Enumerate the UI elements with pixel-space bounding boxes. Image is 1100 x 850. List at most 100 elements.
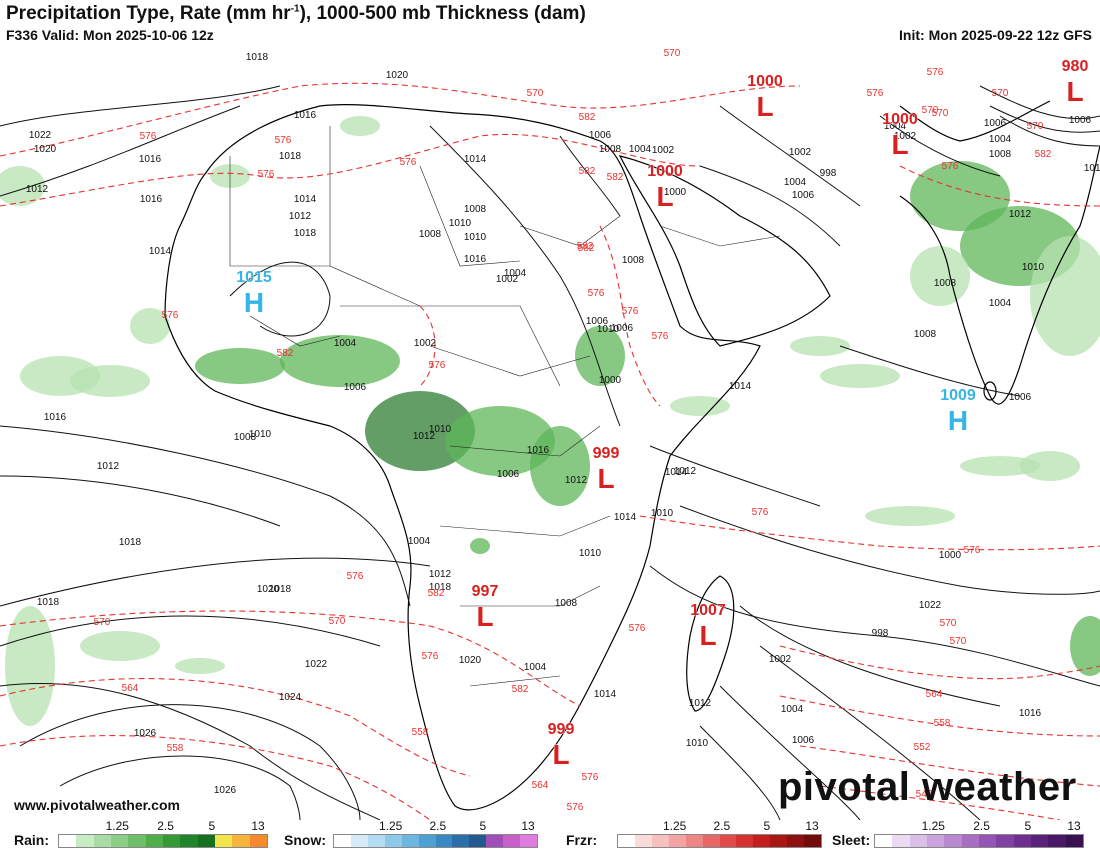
isobar xyxy=(719,105,861,207)
isobar-label: 1008 xyxy=(419,229,442,240)
isobar xyxy=(229,261,331,337)
isobar-label: 1006 xyxy=(589,130,612,141)
snow-legend-swatch xyxy=(469,835,487,847)
thickness-contour xyxy=(779,645,1100,680)
isobar-label: 1004 xyxy=(629,144,652,155)
thickness-label: 564 xyxy=(926,689,943,700)
legend-snow-label: Snow: xyxy=(284,832,326,848)
thickness-label: 576 xyxy=(629,623,646,634)
isobar-label: 1016 xyxy=(139,154,162,165)
website-url[interactable]: www.pivotalweather.com xyxy=(14,797,180,813)
isobar-label: 1004 xyxy=(989,134,1012,145)
isobar xyxy=(999,115,1100,147)
rain-area xyxy=(195,348,285,384)
rain-area xyxy=(280,335,400,387)
thickness-label: 576 xyxy=(588,288,605,299)
thickness-contour xyxy=(819,785,1061,820)
snow-legend-ticks: 1.25 2.5 5 13 xyxy=(278,819,548,833)
coast-madagascar xyxy=(686,575,735,712)
frzr-legend-swatch xyxy=(651,835,669,847)
frzr-legend-swatch xyxy=(770,835,788,847)
thickness-label: 570 xyxy=(527,88,544,99)
sleet-legend-swatch xyxy=(1065,835,1083,847)
header: Precipitation Type, Rate (mm hr-1), 1000… xyxy=(0,0,1100,46)
thickness-label: 582 xyxy=(577,241,594,252)
frzr-legend-tick: 2.5 xyxy=(713,819,731,833)
rain-legend-swatch xyxy=(59,835,77,847)
rain-area xyxy=(5,606,55,726)
weather-map[interactable]: 1018 1020 1016 1022 1020 1016 1018 1014 1012 1016… xyxy=(0,46,1100,820)
isobar-label: 1004 xyxy=(884,121,907,132)
isobar-label: 1016 xyxy=(140,194,163,205)
isobar-label: 1014 xyxy=(1084,163,1100,174)
isobar-label: 1018 xyxy=(279,151,302,162)
isobar-label: 1012 xyxy=(689,698,712,709)
isobar-label: 1022 xyxy=(29,130,52,141)
snow-legend-swatch xyxy=(435,835,453,847)
isobar-label: 1008 xyxy=(934,278,957,289)
rain-legend-swatch xyxy=(232,835,250,847)
isobar-label: 1008 xyxy=(555,598,578,609)
thickness-label: 570 xyxy=(922,105,939,116)
rain-area xyxy=(865,506,955,526)
thickness-label: 570 xyxy=(950,636,967,647)
isobar-label: 1010 xyxy=(249,429,272,440)
high-center-letter: H xyxy=(948,405,968,436)
isobar-label: 1026 xyxy=(134,728,157,739)
thickness-label: 576 xyxy=(942,161,959,172)
isobar-label: 1002 xyxy=(496,274,519,285)
country-border xyxy=(419,165,521,267)
rain-area xyxy=(0,166,45,206)
precip-layer xyxy=(0,116,1100,726)
rain-area xyxy=(1070,616,1100,676)
coast-africa xyxy=(164,104,761,811)
isobar xyxy=(0,85,281,127)
isobar-label: 1010 xyxy=(1022,262,1045,273)
rain-legend-swatch xyxy=(197,835,215,847)
thickness-label: 570 xyxy=(94,617,111,628)
sleet-legend-swatch xyxy=(961,835,979,847)
thickness-contour xyxy=(0,133,701,207)
rain-area xyxy=(1020,451,1080,481)
isobar-label: 1014 xyxy=(149,246,172,257)
isobar-label: 1014 xyxy=(665,467,688,478)
snow-legend-tick: 1.25 xyxy=(378,819,403,833)
isobar-label: 1008 xyxy=(599,144,622,155)
isobar xyxy=(19,704,361,820)
rain-legend-swatch xyxy=(93,835,111,847)
rain-area xyxy=(20,356,100,396)
isobar-label: 1006 xyxy=(1069,115,1092,126)
coast-india xyxy=(899,145,1100,405)
high-center-letter: H xyxy=(244,287,264,318)
isobar-label: 1014 xyxy=(594,689,617,700)
isobar-label: 1012 xyxy=(565,475,588,486)
frzr-legend-swatch xyxy=(702,835,720,847)
low-center-letter: L xyxy=(891,129,908,160)
thickness-contour xyxy=(0,82,801,157)
frzr-legend-swatch xyxy=(618,835,635,847)
isobar-label: 1012 xyxy=(413,431,436,442)
thickness-label: 576 xyxy=(567,802,584,813)
sleet-legend-tick: 13 xyxy=(1067,819,1081,833)
rain-legend-swatch xyxy=(110,835,129,847)
country-border xyxy=(429,345,591,377)
isobar xyxy=(429,125,621,427)
country-border xyxy=(229,156,330,267)
rain-area xyxy=(130,308,170,344)
isobar-label: 1010 xyxy=(449,218,472,229)
high-center-value: 1015 xyxy=(236,269,272,286)
isobar xyxy=(679,505,1100,595)
sleet-legend-tick: 5 xyxy=(1024,819,1032,833)
rain-area xyxy=(470,538,490,554)
low-center-value: 1007 xyxy=(690,602,726,619)
isobar-label: 998 xyxy=(872,628,889,639)
isobar-label: 1020 xyxy=(386,70,409,81)
thickness-label: 576 xyxy=(622,306,639,317)
sleet-legend-swatch xyxy=(875,835,893,847)
isobar-label: 1006 xyxy=(586,316,609,327)
isobar-label: 1018 xyxy=(37,597,60,608)
legend-rain-label: Rain: xyxy=(14,832,49,848)
thickness-label: 558 xyxy=(934,718,951,729)
sleet-legend-swatch xyxy=(1030,835,1049,847)
